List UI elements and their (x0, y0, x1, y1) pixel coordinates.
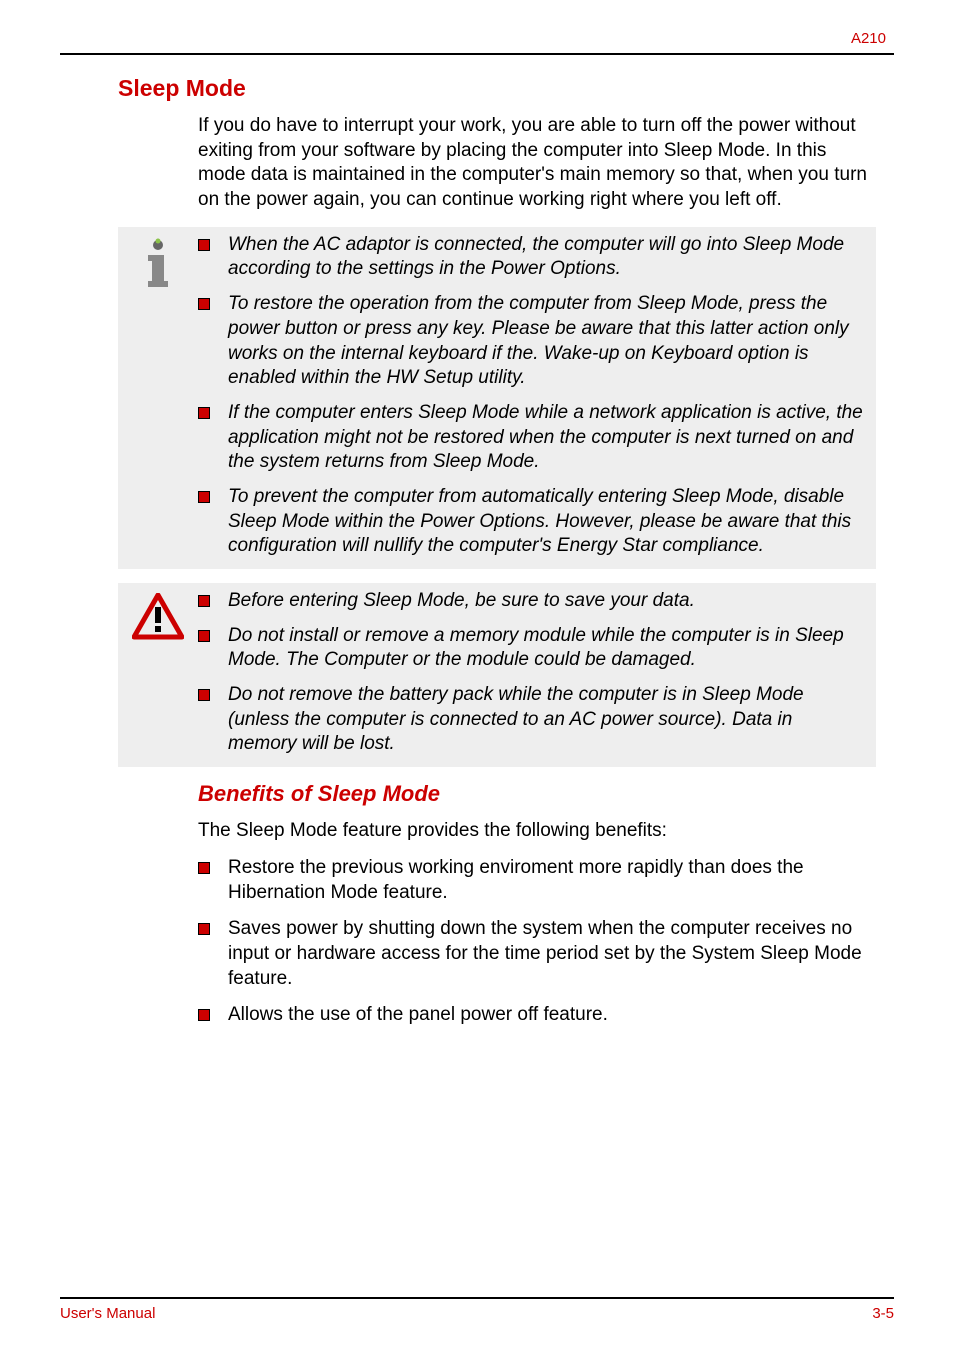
list-item-text: Before entering Sleep Mode, be sure to s… (228, 590, 695, 611)
section-title: Sleep Mode (118, 75, 894, 102)
warning-list: Before entering Sleep Mode, be sure to s… (198, 589, 866, 757)
bullet-icon (198, 491, 210, 503)
list-item: Before entering Sleep Mode, be sure to s… (198, 589, 866, 614)
warning-icon (118, 589, 198, 641)
list-item-text: Restore the previous working enviroment … (228, 857, 804, 903)
list-item: To restore the operation from the comput… (198, 292, 866, 391)
list-item-text: When the AC adaptor is connected, the co… (228, 234, 844, 280)
benefits-lead: The Sleep Mode feature provides the foll… (198, 819, 876, 844)
footer-row: User's Manual 3-5 (60, 1305, 894, 1322)
list-item-text: Saves power by shutting down the system … (228, 918, 862, 988)
list-item: To prevent the computer from automatical… (198, 485, 866, 559)
bullet-icon (198, 923, 210, 935)
bullet-icon (198, 689, 210, 701)
bullet-icon (198, 407, 210, 419)
list-item: Do not remove the battery pack while the… (198, 683, 866, 757)
list-item-text: To prevent the computer from automatical… (228, 486, 851, 556)
bullet-icon (198, 298, 210, 310)
list-item-text: Do not remove the battery pack while the… (228, 684, 804, 754)
list-item-text: Allows the use of the panel power off fe… (228, 1004, 608, 1025)
info-icon (118, 233, 198, 293)
list-item-text: Do not install or remove a memory module… (228, 625, 844, 671)
header-rule (60, 53, 894, 55)
info-callout: When the AC adaptor is connected, the co… (118, 227, 876, 569)
list-item-text: If the computer enters Sleep Mode while … (228, 402, 863, 472)
bullet-icon (198, 862, 210, 874)
warning-callout-body: Before entering Sleep Mode, be sure to s… (198, 589, 866, 757)
bullet-icon (198, 1009, 210, 1021)
bullet-icon (198, 239, 210, 251)
bullet-icon (198, 630, 210, 642)
footer-right: 3-5 (872, 1305, 894, 1322)
info-list: When the AC adaptor is connected, the co… (198, 233, 866, 559)
list-item: Allows the use of the panel power off fe… (198, 1003, 876, 1028)
bullet-icon (198, 595, 210, 607)
list-item: Do not install or remove a memory module… (198, 624, 866, 673)
manual-page: A210 Sleep Mode If you do have to interr… (0, 0, 954, 1352)
list-item: When the AC adaptor is connected, the co… (198, 233, 866, 282)
page-footer: User's Manual 3-5 (60, 1297, 894, 1322)
benefits-title: Benefits of Sleep Mode (198, 781, 894, 807)
list-item: Restore the previous working enviroment … (198, 856, 876, 905)
list-item: If the computer enters Sleep Mode while … (198, 401, 866, 475)
footer-rule (60, 1297, 894, 1299)
footer-left: User's Manual (60, 1305, 155, 1322)
info-callout-body: When the AC adaptor is connected, the co… (198, 233, 866, 559)
list-item-text: To restore the operation from the comput… (228, 293, 849, 388)
header-model: A210 (60, 30, 894, 53)
intro-paragraph: If you do have to interrupt your work, y… (198, 114, 876, 213)
list-item: Saves power by shutting down the system … (198, 917, 876, 991)
warning-callout: Before entering Sleep Mode, be sure to s… (118, 583, 876, 767)
benefits-list: Restore the previous working enviroment … (198, 856, 876, 1028)
